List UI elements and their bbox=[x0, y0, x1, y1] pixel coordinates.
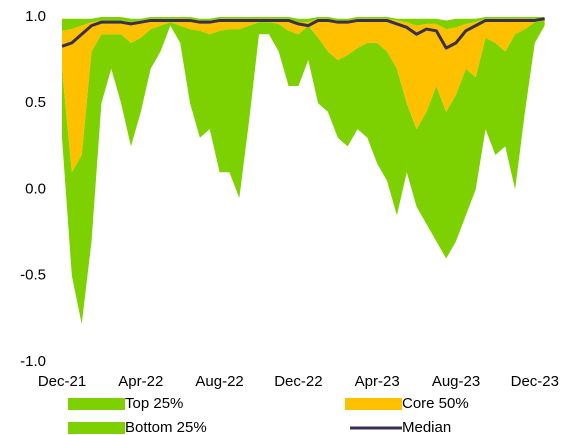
legend-label: Median bbox=[402, 419, 451, 435]
band-area bbox=[62, 18, 545, 173]
y-tick-label: 0.0 bbox=[25, 180, 46, 197]
legend-label: Core 50% bbox=[402, 395, 469, 412]
y-tick-label: 0.5 bbox=[25, 94, 46, 111]
x-tick-label: Dec-22 bbox=[274, 373, 322, 390]
y-tick-label: -1.0 bbox=[20, 353, 46, 370]
legend-swatch bbox=[68, 398, 125, 410]
x-tick-label: Aug-23 bbox=[432, 373, 480, 390]
x-tick-label: Dec-21 bbox=[38, 373, 86, 390]
median-line bbox=[61, 17, 545, 50]
x-tick-label: Dec-23 bbox=[511, 373, 559, 390]
x-tick-label: Aug-22 bbox=[195, 373, 243, 390]
legend-label: Top 25% bbox=[125, 395, 183, 412]
y-tick-label: -0.5 bbox=[20, 267, 46, 284]
legend-swatch bbox=[68, 422, 125, 434]
legend-label: Bottom 25% bbox=[125, 419, 207, 435]
band-area bbox=[62, 20, 545, 325]
y-tick-label: 1.0 bbox=[25, 8, 46, 25]
band-area bbox=[62, 17, 545, 31]
x-tick-label: Apr-22 bbox=[118, 373, 163, 390]
x-tick-label: Apr-23 bbox=[355, 373, 400, 390]
legend-swatch bbox=[345, 398, 402, 410]
